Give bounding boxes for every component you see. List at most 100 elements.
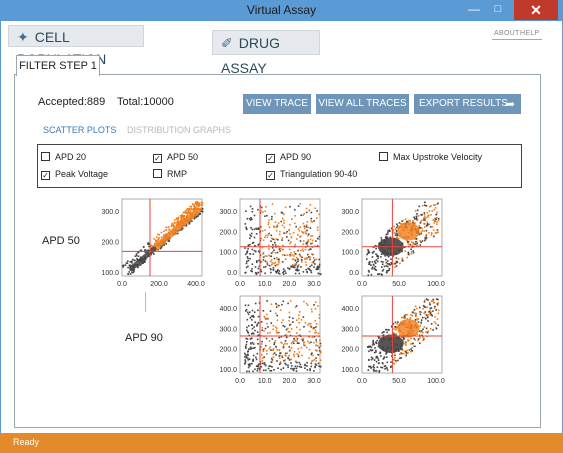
accepted-point — [436, 318, 439, 320]
help-link[interactable]: HELP — [520, 30, 540, 37]
tab-scatter-plots[interactable]: SCATTER PLOTS — [43, 125, 117, 135]
rejected-point — [255, 356, 257, 359]
accepted-point — [283, 219, 285, 222]
view-all-traces-button[interactable]: VIEW ALL TRACES — [316, 94, 409, 114]
rejected-point — [281, 212, 284, 214]
accepted-point — [281, 237, 284, 239]
accepted-point — [277, 260, 280, 263]
rejected-point — [370, 273, 373, 276]
checkbox-peak-voltage[interactable]: ✓ Peak Voltage — [41, 169, 108, 180]
checkbox-triangulation-90-40[interactable]: ✓ Triangulation 90-40 — [266, 169, 357, 180]
rejected-point — [401, 250, 403, 253]
rejected-point — [142, 262, 144, 264]
rejected-point — [310, 271, 313, 274]
rejected-point — [287, 239, 290, 242]
rejected-point — [141, 262, 143, 265]
rejected-point — [318, 272, 320, 275]
accepted-point — [165, 229, 167, 231]
rejected-point — [258, 265, 261, 267]
accepted-point — [153, 242, 156, 245]
accepted-point — [311, 235, 314, 237]
checkbox-rmp[interactable]: RMP — [153, 169, 187, 179]
variable-checkbox-group — [37, 144, 522, 188]
rejected-point — [295, 261, 298, 264]
rejected-point — [270, 252, 273, 254]
rejected-point — [262, 310, 265, 312]
accepted-point — [303, 300, 305, 303]
accepted-point — [319, 359, 322, 361]
rejected-point — [281, 303, 283, 306]
accepted-point — [268, 340, 271, 342]
rejected-point — [284, 340, 287, 342]
rejected-point — [416, 209, 419, 212]
rejected-point — [249, 317, 252, 319]
tab-filter-step-1[interactable]: FILTER STEP 1 — [16, 55, 100, 76]
accepted-point — [414, 345, 417, 348]
rejected-point — [390, 227, 393, 230]
rejected-point — [153, 253, 155, 255]
accepted-point — [417, 339, 420, 342]
checkbox-apd-90[interactable]: ✓ APD 90 — [266, 152, 311, 163]
rejected-point — [247, 257, 249, 260]
rejected-point — [296, 342, 299, 344]
rejected-point — [373, 366, 376, 369]
checkbox-apd-20[interactable]: APD 20 — [41, 152, 86, 162]
rejected-point — [244, 363, 246, 365]
rejected-point — [369, 349, 372, 351]
rejected-point — [378, 371, 380, 373]
accepted-point — [281, 254, 284, 256]
rejected-point — [290, 367, 292, 370]
rejected-point — [280, 220, 283, 223]
rejected-point — [293, 337, 295, 340]
rejected-point — [262, 256, 265, 258]
accepted-point — [261, 354, 263, 356]
about-link[interactable]: ABOUT — [494, 30, 520, 37]
minimize-button[interactable]: — — [468, 2, 480, 16]
accepted-point — [278, 331, 280, 334]
rejected-point — [122, 266, 125, 268]
rejected-point — [318, 365, 320, 367]
rejected-point — [252, 332, 255, 335]
accepted-point — [173, 222, 176, 224]
tab-distribution-graphs[interactable]: DISTRIBUTION GRAPHS — [127, 125, 232, 135]
rejected-point — [310, 341, 312, 344]
accepted-point — [437, 312, 440, 315]
export-results-button[interactable]: EXPORT RESULTS ➦ — [414, 94, 521, 114]
rejected-point — [376, 356, 378, 358]
accepted-point — [179, 221, 182, 223]
drug-assay-button[interactable]: ✐ DRUG ASSAY — [212, 30, 320, 76]
rejected-point — [390, 365, 392, 368]
rejected-point — [250, 343, 252, 345]
accepted-point — [433, 204, 435, 206]
accepted-point — [285, 232, 287, 234]
accepted-point — [399, 334, 401, 336]
accepted-point — [194, 202, 197, 204]
rejected-point — [290, 365, 293, 367]
view-trace-button[interactable]: VIEW TRACE — [243, 94, 311, 114]
rejected-point — [430, 313, 433, 316]
rejected-point — [282, 268, 285, 270]
rejected-point — [248, 217, 251, 220]
close-button[interactable]: ✕ — [514, 0, 558, 20]
rejected-point — [274, 264, 277, 267]
rejected-point — [258, 259, 260, 262]
rejected-point — [298, 342, 300, 344]
maximize-button[interactable]: □ — [494, 3, 502, 15]
rejected-point — [377, 257, 379, 260]
accepted-point — [276, 238, 278, 240]
accepted-point — [297, 234, 299, 236]
title-bar[interactable]: Virtual Assay — □ ✕ — [0, 0, 563, 21]
accepted-point — [415, 240, 418, 243]
rejected-point — [385, 261, 388, 264]
accepted-point — [189, 211, 192, 214]
checkbox-max-upstroke-velocity[interactable]: Max Upstroke Velocity — [379, 152, 482, 162]
rejected-point — [300, 366, 303, 368]
rejected-point — [257, 315, 260, 318]
accepted-point — [301, 338, 303, 340]
accepted-point — [302, 222, 305, 225]
rejected-point — [318, 258, 320, 261]
checkbox-apd-50[interactable]: ✓ APD 50 — [153, 152, 198, 163]
accepted-point — [303, 213, 305, 215]
rejected-point — [390, 262, 393, 264]
rejected-point — [256, 338, 259, 341]
